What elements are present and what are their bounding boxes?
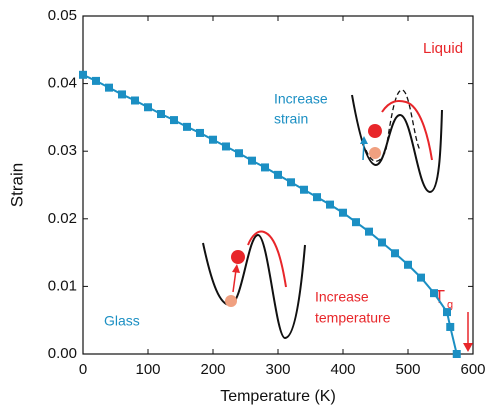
marker [209, 135, 217, 144]
y-tick-label: 0.05 [48, 7, 77, 24]
illustration [202, 89, 473, 352]
x-tick-label: 0 [79, 361, 87, 378]
annotation: Liquid [423, 40, 463, 57]
annotation: T [434, 287, 445, 307]
marker [339, 208, 347, 217]
marker [391, 249, 399, 258]
marker [313, 193, 321, 202]
marker [79, 70, 87, 79]
marker [274, 170, 282, 179]
marker [452, 350, 461, 358]
marker [430, 289, 438, 298]
marker [196, 128, 204, 137]
x-tick-label: 400 [330, 361, 355, 378]
y-tick-label: 0.00 [48, 345, 77, 362]
marker [170, 116, 178, 125]
marker [378, 238, 386, 247]
y-tick-label: 0.02 [48, 210, 77, 227]
x-axis-label: Temperature (K) [220, 388, 336, 405]
annotation: temperature [315, 310, 391, 326]
plot-frame [82, 15, 474, 355]
marker [404, 260, 412, 269]
y-tick-label: 0.01 [48, 277, 77, 294]
marker [105, 83, 113, 92]
marker [157, 110, 165, 119]
marker [365, 227, 373, 236]
marker [352, 218, 360, 227]
annotation: strain [274, 111, 308, 127]
marker [261, 163, 269, 172]
annotation: Increase [274, 91, 328, 107]
y-tick-label: 0.04 [48, 75, 77, 92]
x-tick-label: 100 [135, 361, 160, 378]
marker [144, 103, 152, 112]
x-tick-label: 600 [460, 361, 485, 378]
marker [183, 122, 191, 131]
marker [131, 96, 139, 105]
y-tick-label: 0.03 [48, 142, 77, 159]
marker [287, 178, 295, 187]
marker [417, 273, 425, 282]
marker [326, 200, 334, 209]
y-axis-label: Strain [7, 163, 26, 207]
annotation: g [447, 299, 453, 311]
annotation: Glass [104, 313, 140, 329]
marker [300, 185, 308, 194]
annotation: Increase [315, 289, 369, 305]
x-tick-label: 500 [395, 361, 420, 378]
marker [235, 149, 243, 158]
x-tick-label: 300 [265, 361, 290, 378]
x-tick-label: 200 [200, 361, 225, 378]
marker [446, 322, 455, 331]
marker [118, 90, 126, 99]
marker [248, 156, 256, 165]
marker [222, 142, 230, 151]
marker [92, 76, 100, 85]
marker [443, 308, 451, 317]
